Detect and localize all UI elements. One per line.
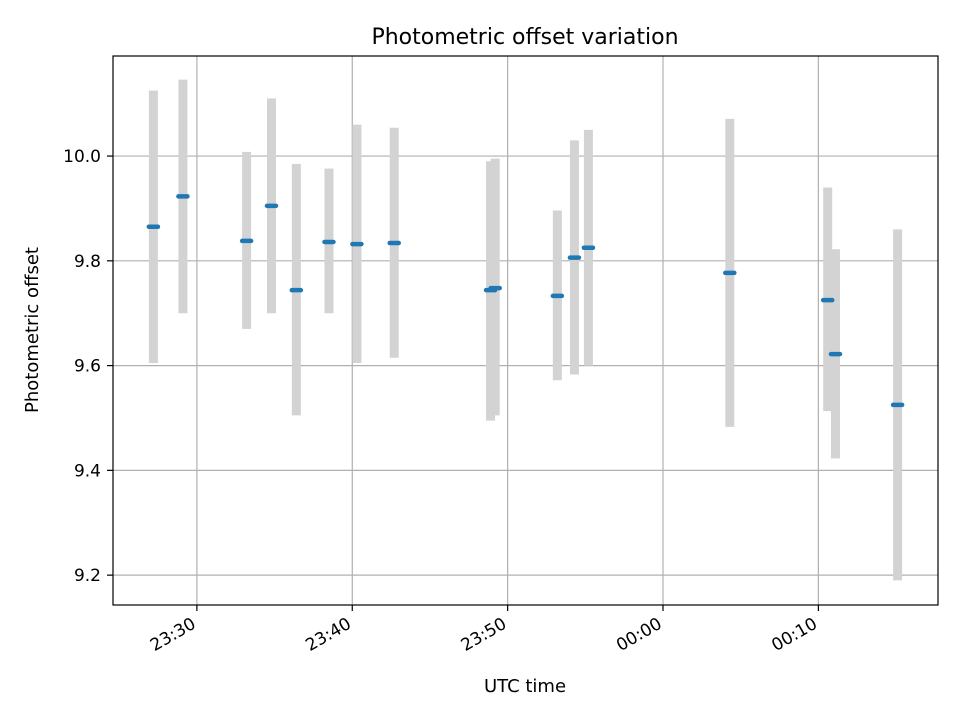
y-tick-label: 9.2 <box>74 566 101 586</box>
y-axis: 9.2 9.4 9.6 9.8 10.0 <box>63 147 113 586</box>
y-tick-label: 10.0 <box>63 147 101 167</box>
y-tick-label: 9.6 <box>74 357 101 377</box>
chart-title: Photometric offset variation <box>371 25 678 50</box>
y-axis-label: Photometric offset <box>22 247 43 413</box>
plot-frame <box>112 55 939 606</box>
plot-area-background <box>113 56 938 605</box>
markers <box>146 194 905 408</box>
y-tick-label: 9.4 <box>74 461 101 481</box>
y-tick-label: 9.8 <box>74 252 101 272</box>
x-axis-label: UTC time <box>484 676 566 697</box>
